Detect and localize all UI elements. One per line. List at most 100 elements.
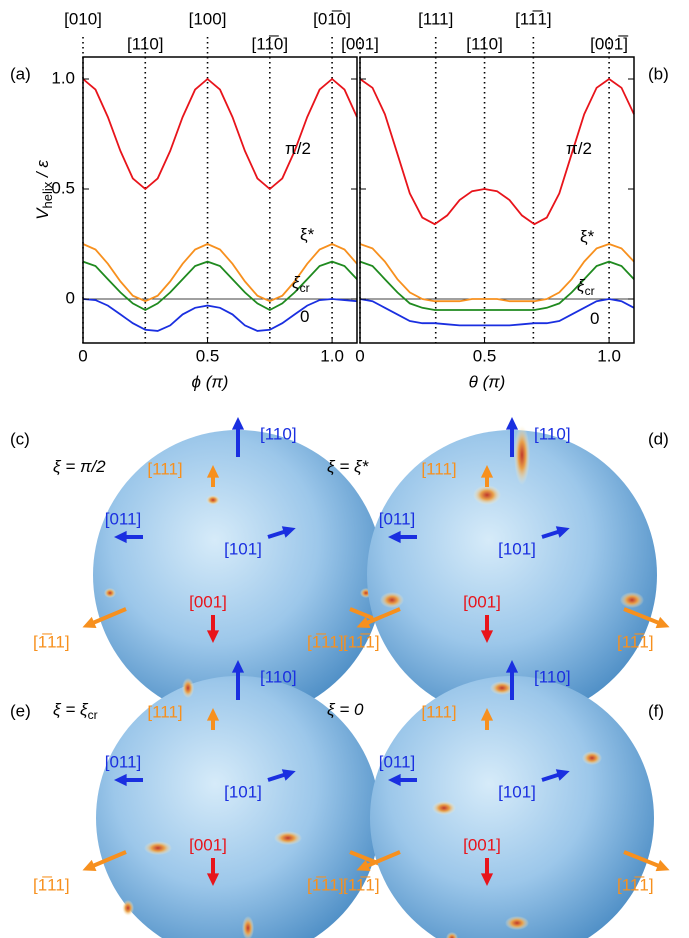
xi-sub: cr xyxy=(88,708,98,722)
arrow-head xyxy=(231,417,245,430)
x-axis-label: θ (π) xyxy=(469,372,506,391)
direction-label: [011] xyxy=(379,752,416,771)
curve-label: π/2 xyxy=(285,139,311,158)
curve-label-main: ξ* xyxy=(300,225,315,244)
arrow-head xyxy=(505,660,519,673)
arrow-head xyxy=(206,630,220,643)
direction-label: [011] xyxy=(379,509,416,528)
curve xyxy=(82,298,358,332)
curve-label: 0 xyxy=(590,309,599,328)
curve-label: ξ* xyxy=(580,227,595,246)
panel-letter: (c) xyxy=(10,429,30,448)
arrow-head xyxy=(114,530,127,544)
curve-label: ξcr xyxy=(577,276,595,298)
direction-label: [1̅11] xyxy=(307,875,344,894)
y-label-main: V xyxy=(33,207,52,220)
sphere-spot xyxy=(206,495,220,505)
arrow-head xyxy=(356,859,371,872)
curve-label-main: 0 xyxy=(590,309,599,328)
direction-label: [110] xyxy=(534,667,571,686)
arrow-head xyxy=(206,465,220,478)
curve-label: 0 xyxy=(300,307,309,326)
direction-label: [111] xyxy=(147,459,182,478)
arrow-head xyxy=(480,873,494,886)
sphere-spot xyxy=(182,678,194,698)
sphere-spot xyxy=(104,588,116,598)
panel-letter: (a) xyxy=(10,64,31,83)
direction-label: [111] xyxy=(418,9,453,28)
arrow-head xyxy=(356,616,371,629)
direction-label: [101] xyxy=(498,782,536,801)
direction-label: [001] xyxy=(463,592,501,611)
sphere-spot xyxy=(505,916,529,930)
arrow-head xyxy=(388,773,401,787)
xi-label: ξ = π/2 xyxy=(53,457,106,476)
direction-label: [011] xyxy=(105,509,142,528)
direction-label: [111] xyxy=(421,459,456,478)
direction-label: [11̅1] xyxy=(515,9,552,28)
direction-arrow xyxy=(361,607,401,627)
direction-arrow xyxy=(623,607,665,627)
sphere xyxy=(370,676,654,938)
direction-label: [110] xyxy=(260,424,297,443)
direction-label: [1̅11] xyxy=(307,632,344,651)
direction-arrow xyxy=(623,850,665,870)
sphere-spot xyxy=(490,681,514,695)
sphere-spot xyxy=(144,841,172,855)
direction-label: [011] xyxy=(105,752,142,771)
direction-label: [110] xyxy=(466,34,503,53)
curve xyxy=(82,260,358,312)
direction-label: [101] xyxy=(224,782,262,801)
direction-label: [001̅] xyxy=(590,34,628,53)
x-tick-label: 0.5 xyxy=(196,346,220,365)
direction-label: [001] xyxy=(189,592,227,611)
curve xyxy=(82,77,358,191)
arrow-head xyxy=(655,616,670,629)
direction-label: [1̅11] xyxy=(33,632,70,651)
direction-label: [010] xyxy=(64,9,102,28)
arrow-head xyxy=(480,708,494,721)
direction-label: [110] xyxy=(534,424,571,443)
direction-label: [001] xyxy=(189,835,227,854)
curve-label-main: ξ xyxy=(292,273,301,292)
arrow-head xyxy=(82,859,97,872)
sphere-spot xyxy=(473,485,501,505)
arrow-head xyxy=(480,465,494,478)
panel-letter: (b) xyxy=(648,64,669,83)
y-tick-label: 0.5 xyxy=(51,178,75,197)
plot-frame xyxy=(82,56,358,344)
x-tick-label: 0 xyxy=(355,346,364,365)
xi-label: ξ = 0 xyxy=(327,700,364,719)
y-tick-label: 0 xyxy=(66,288,75,307)
plot-frame xyxy=(359,56,635,344)
direction-label: [11̅0] xyxy=(252,34,289,53)
direction-arrow xyxy=(87,850,127,870)
y-label-sub: helix xyxy=(40,181,55,208)
arrow-head xyxy=(281,769,296,781)
curve-label-main: ξ xyxy=(577,276,586,295)
sphere-spot xyxy=(446,932,458,938)
direction-arrow xyxy=(361,850,401,870)
sphere-spot xyxy=(242,916,254,938)
curve-label: ξcr xyxy=(292,273,310,295)
sphere-spot xyxy=(432,801,456,815)
direction-label: [101] xyxy=(498,539,536,558)
panel-letter: (e) xyxy=(10,701,31,720)
curve xyxy=(82,243,358,303)
arrow-head xyxy=(388,530,401,544)
arrow-head xyxy=(281,526,296,538)
sphere-spot xyxy=(122,900,134,916)
x-tick-label: 0 xyxy=(78,346,87,365)
direction-label: [101] xyxy=(224,539,262,558)
y-tick-label: 1.0 xyxy=(51,68,75,87)
arrow-head xyxy=(555,769,570,781)
direction-arrow xyxy=(87,607,127,627)
arrow-head xyxy=(505,417,519,430)
curve xyxy=(359,77,635,226)
direction-label: [11̅1] xyxy=(617,632,654,651)
xi-main: ξ = π/2 xyxy=(53,457,106,476)
direction-label: [111] xyxy=(421,702,456,721)
direction-label: [11̅1] xyxy=(343,875,380,894)
curve-label-main: π/2 xyxy=(566,139,592,158)
curve-label: π/2 xyxy=(566,139,592,158)
